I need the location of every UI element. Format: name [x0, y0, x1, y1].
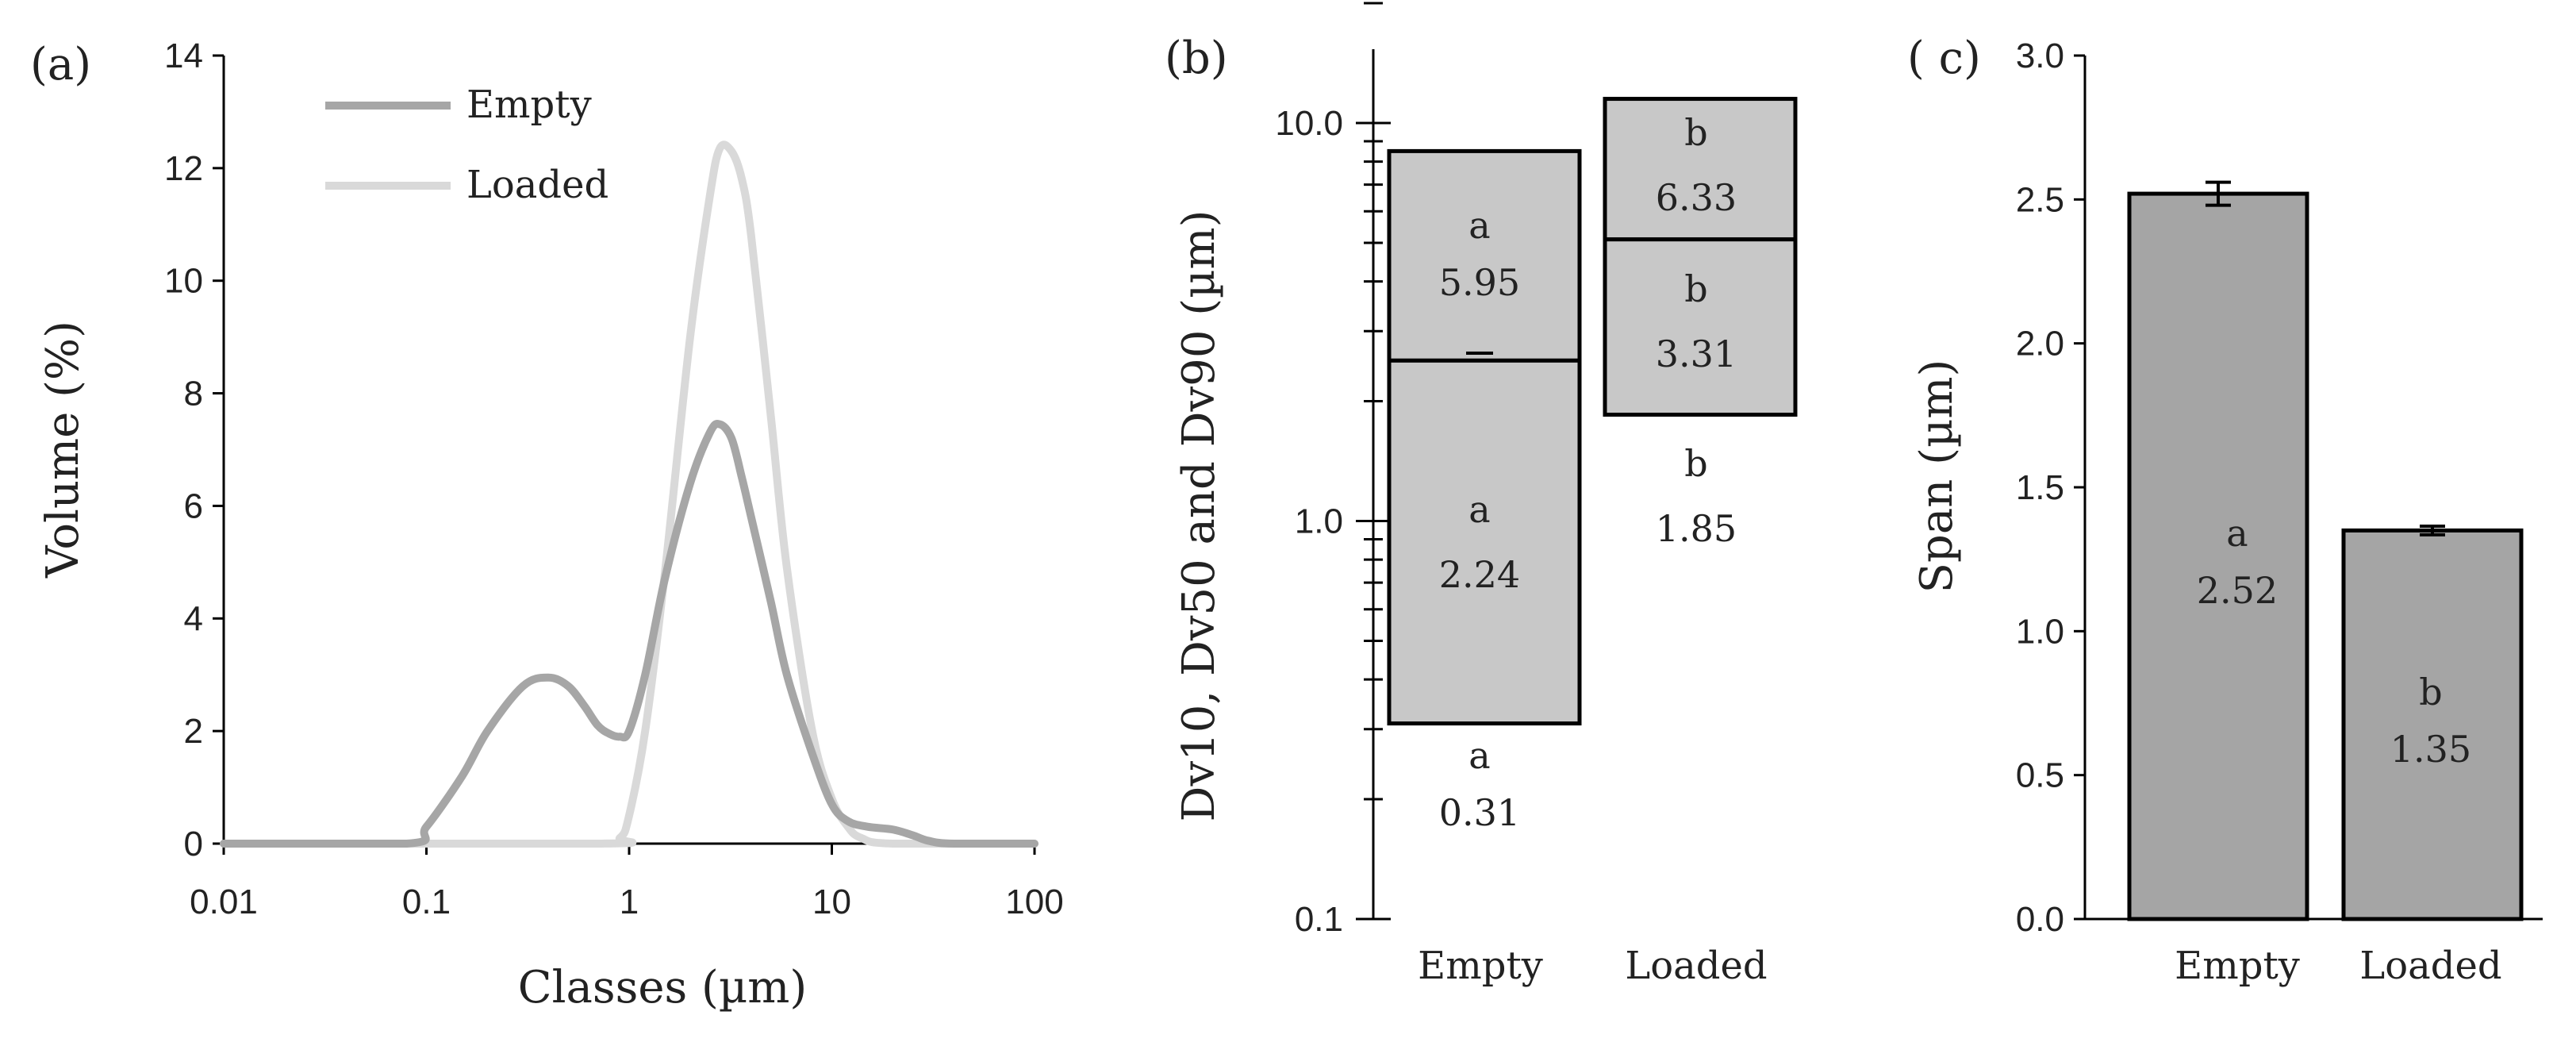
panel-a-y-axis-label: Volume (%)	[37, 321, 89, 579]
b-loaded-dv50-letter: b	[1684, 267, 1707, 310]
c-category-loaded: Loaded	[2359, 944, 2501, 988]
c-y-tick-label-4: 2.0	[2016, 325, 2064, 363]
panel-c-y-ticks: 0.0 0.5 1.0 1.5 2.0 2.5 3.0	[2016, 37, 2085, 939]
b-loaded-dv90-letter: b	[1684, 111, 1707, 154]
bar-c-loaded	[2341, 528, 2524, 921]
b-loaded-dv10-value: 1.85	[1656, 507, 1737, 550]
panel-c-y-axis-label: Span (µm)	[1911, 360, 1963, 594]
c-y-tick-label-3: 1.5	[2016, 468, 2064, 507]
b-empty-dv50-value: 2.24	[1439, 553, 1520, 596]
panel-b-label: (b)	[1165, 33, 1228, 84]
c-loaded-value: 1.35	[2390, 728, 2471, 771]
b-empty-dv90-value: 5.95	[1439, 261, 1520, 304]
panel-a-x-axis-label: Classes (µm)	[518, 962, 808, 1013]
b-category-empty: Empty	[1418, 944, 1543, 988]
b-category-loaded: Loaded	[1625, 944, 1767, 988]
panel-a-label: (a)	[30, 39, 91, 90]
b-loaded-dv50-value: 3.31	[1656, 333, 1737, 375]
c-y-tick-label-5: 2.5	[2016, 180, 2064, 219]
c-y-tick-label-0: 0.0	[2016, 900, 2064, 939]
a-y-tick-label-1: 2	[184, 712, 203, 751]
panel-b-y-axis-label: Dv10, Dv50 and Dv90 (µm)	[1173, 210, 1225, 822]
b-empty-dv50-letter: a	[1468, 488, 1490, 531]
c-y-tick-label-6: 3.0	[2016, 37, 2064, 75]
a-x-tick-label-4: 100	[1005, 883, 1063, 921]
a-y-tick-label-3: 6	[184, 486, 203, 525]
c-y-tick-label-2: 1.0	[2016, 612, 2064, 651]
panel-a-series	[220, 140, 1038, 848]
a-x-tick-label-0: 0.01	[190, 883, 258, 921]
b-empty-dv10-letter: a	[1468, 734, 1490, 777]
bar-b-loaded-dv50	[1603, 237, 1798, 417]
a-x-tick-label-2: 1	[620, 883, 639, 921]
a-x-tick-label-1: 0.1	[402, 883, 451, 921]
legend-label-empty: Empty	[466, 83, 592, 127]
c-loaded-letter: b	[2419, 671, 2442, 713]
c-category-empty: Empty	[2175, 944, 2300, 988]
b-y-tick-label-1: 1.0	[1295, 502, 1343, 541]
b-empty-dv90-letter: a	[1468, 204, 1490, 247]
a-y-tick-label-5: 10	[164, 262, 203, 301]
a-y-tick-label-0: 0	[184, 825, 203, 863]
c-y-tick-label-1: 0.5	[2016, 756, 2064, 795]
panel-c-label: ( c)	[1907, 33, 1981, 84]
b-empty-dv10-value: 0.31	[1439, 791, 1520, 834]
b-loaded-dv10-letter: b	[1684, 442, 1707, 485]
b-loaded-dv90-value: 6.33	[1656, 176, 1737, 219]
panel-c: ( c) 0.0 0.5 1.0 1.5 2.0 2.5 3.0 Span (µm) a 2…	[1907, 33, 2543, 988]
panel-b-error-bars	[1466, 352, 1493, 725]
a-y-tick-label-4: 8	[184, 375, 203, 413]
c-empty-value: 2.52	[2197, 569, 2278, 612]
panel-a-x-ticks: 0.01 0.1 1 10 100	[190, 844, 1064, 921]
a-x-tick-label-3: 10	[812, 883, 851, 921]
panel-a: (a) 0 2 4 6 8 10 12 14 0.01 0.1 1 10 100 Volume (%)…	[30, 37, 1064, 1013]
a-y-tick-label-2: 4	[184, 599, 203, 638]
panel-a-legend: Empty Loaded	[325, 83, 608, 207]
a-y-tick-label-6: 12	[164, 149, 203, 188]
panel-a-y-ticks: 0 2 4 6 8 10 12 14	[164, 37, 224, 863]
bar-b-empty-dv90	[1387, 148, 1582, 363]
c-empty-letter: a	[2226, 512, 2248, 555]
panel-b: (b) 0.11.010.0 Dv10, Dv50 and Dv90 (µm) …	[1165, 2, 1798, 988]
bar-b-empty-dv50	[1387, 358, 1582, 726]
panel-b-y-ticks: 0.1 1.0 10.0	[1275, 2, 1391, 939]
a-y-tick-label-7: 14	[164, 37, 203, 75]
panel-c-error-bars	[2206, 180, 2445, 536]
series-line-empty	[220, 420, 1038, 848]
bar-c-empty	[2127, 191, 2309, 921]
legend-label-loaded: Loaded	[466, 163, 608, 207]
b-y-tick-label-0: 0.1	[1295, 900, 1343, 939]
b-y-tick-label-2: 10.0	[1275, 104, 1343, 143]
